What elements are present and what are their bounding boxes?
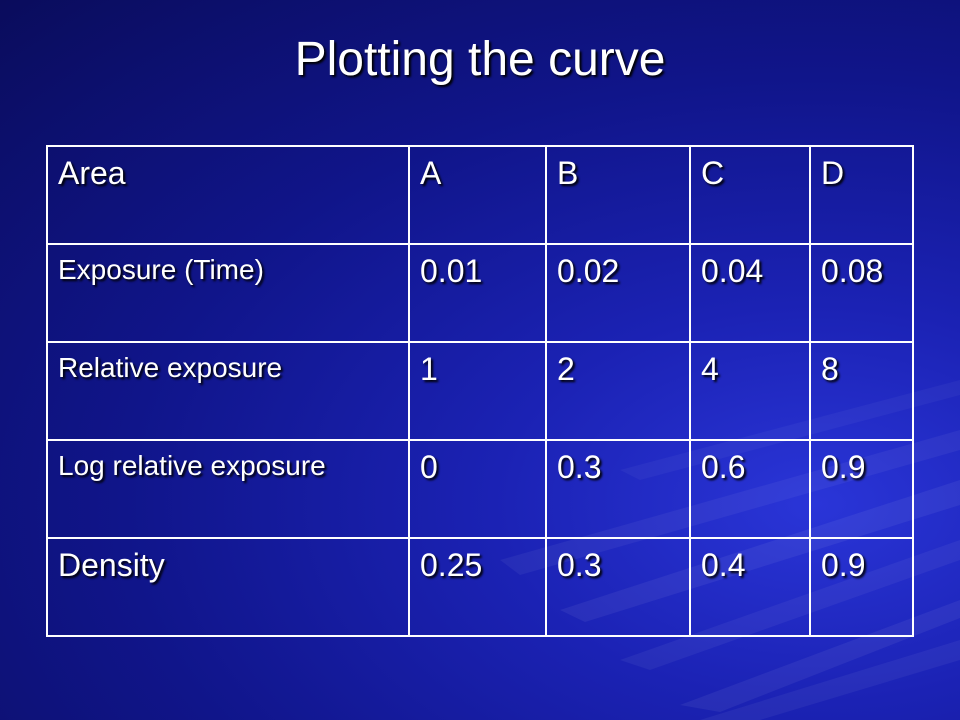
table-cell: 4 <box>689 341 811 441</box>
table-cell: 0.6 <box>689 439 811 539</box>
table-row: Exposure (Time) 0.01 0.02 0.04 0.08 <box>46 243 914 343</box>
table-cell: 0.01 <box>408 243 547 343</box>
table-cell: 0.04 <box>689 243 811 343</box>
header-cell: B <box>545 145 691 245</box>
table-row: Log relative exposure 0 0.3 0.6 0.9 <box>46 439 914 539</box>
table-cell: 0.9 <box>809 537 914 637</box>
row-label: Density <box>46 537 410 637</box>
data-table: Area A B C D Exposure (Time) 0.01 0.02 0… <box>46 145 914 637</box>
table-cell: 0.3 <box>545 439 691 539</box>
header-cell: A <box>408 145 547 245</box>
table-cell: 0.3 <box>545 537 691 637</box>
table-cell: 0.02 <box>545 243 691 343</box>
table-row: Relative exposure 1 2 4 8 <box>46 341 914 441</box>
table-cell: 8 <box>809 341 914 441</box>
row-label: Exposure (Time) <box>46 243 410 343</box>
table-cell: 0.4 <box>689 537 811 637</box>
table-cell: 0.9 <box>809 439 914 539</box>
table-cell: 0 <box>408 439 547 539</box>
table-cell: 0.08 <box>809 243 914 343</box>
table-cell: 2 <box>545 341 691 441</box>
header-cell: C <box>689 145 811 245</box>
row-label: Relative exposure <box>46 341 410 441</box>
slide-title: Plotting the curve <box>294 33 666 86</box>
table-cell: 1 <box>408 341 547 441</box>
table-header-row: Area A B C D <box>46 145 914 245</box>
table-cell: 0.25 <box>408 537 547 637</box>
header-cell: Area <box>46 145 410 245</box>
header-cell: D <box>809 145 914 245</box>
table-row: Density 0.25 0.3 0.4 0.9 <box>46 537 914 637</box>
row-label: Log relative exposure <box>46 439 410 539</box>
